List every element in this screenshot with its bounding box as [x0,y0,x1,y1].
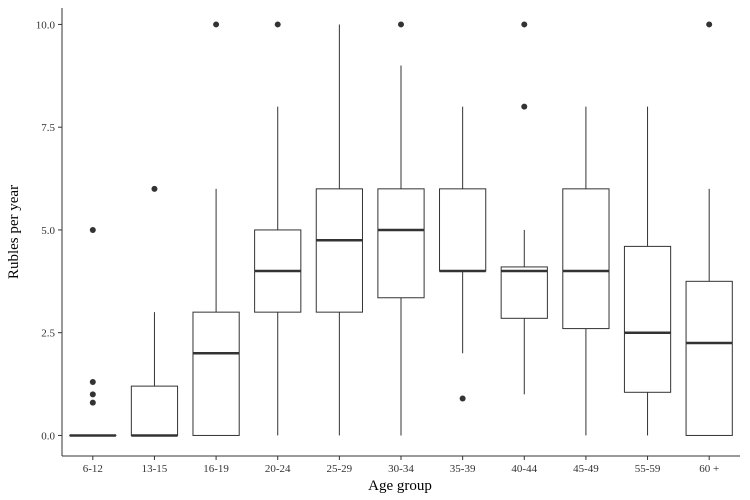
box-rect [192,311,240,436]
y-tick-label: 2.5 [41,328,55,340]
plot-area [69,21,733,437]
outlier-point [89,226,96,233]
outlier-point [213,21,220,28]
x-tick-label: 16-19 [203,463,229,475]
outlier-point [521,103,528,110]
box-20-24 [254,21,302,436]
x-tick-label: 13-15 [142,463,168,475]
box-rect [500,266,548,319]
box-rect [439,188,487,272]
box-45-49 [562,106,610,436]
box-rect [685,280,733,436]
box-16-19 [192,21,240,436]
outlier-point [89,399,96,406]
y-tick-label: 7.5 [41,122,55,134]
box-25-29 [315,24,363,436]
box-6-12 [69,226,117,437]
y-axis-title: Rubles per year [6,185,22,279]
box-rect [623,245,672,393]
axes: 0.0 2.5 5.0 7.5 10.0 6-12 13-15 16-19 20-24 25-29… [36,8,740,475]
x-tick-label: 30-34 [388,463,414,475]
box-rect [315,188,363,313]
box-60 [685,21,733,436]
outlier-point [398,21,404,28]
box-35-39 [439,106,487,402]
y-tick-label: 5.0 [41,225,55,237]
outlier-point [706,21,713,28]
x-tick-label: 40-44 [511,463,537,475]
outlier-point [151,185,158,192]
y-tick-label: 0.0 [41,430,55,442]
outlier-point [89,379,96,386]
box-40-44 [500,21,548,395]
outlier-point [89,391,96,398]
box-rect [377,188,425,299]
x-tick-label: 60 + [699,463,719,475]
box-rect [562,188,610,330]
outlier-point [521,21,528,28]
box-55-59 [623,106,672,436]
box-rect [130,385,179,436]
x-tick-label: 6-12 [83,463,103,475]
y-tick-label: 10.0 [36,19,56,31]
x-tick-label: 35-39 [450,463,476,475]
x-tick-label: 45-49 [573,463,599,475]
outlier-point [459,395,466,402]
x-tick-label: 55-59 [635,463,661,475]
box-13-15 [130,185,179,437]
box-30-34 [377,21,425,436]
x-axis-title: Age group [368,478,432,494]
x-tick-label: 20-24 [265,463,291,475]
x-tick-label: 25-29 [327,463,353,475]
outlier-point [274,21,281,28]
